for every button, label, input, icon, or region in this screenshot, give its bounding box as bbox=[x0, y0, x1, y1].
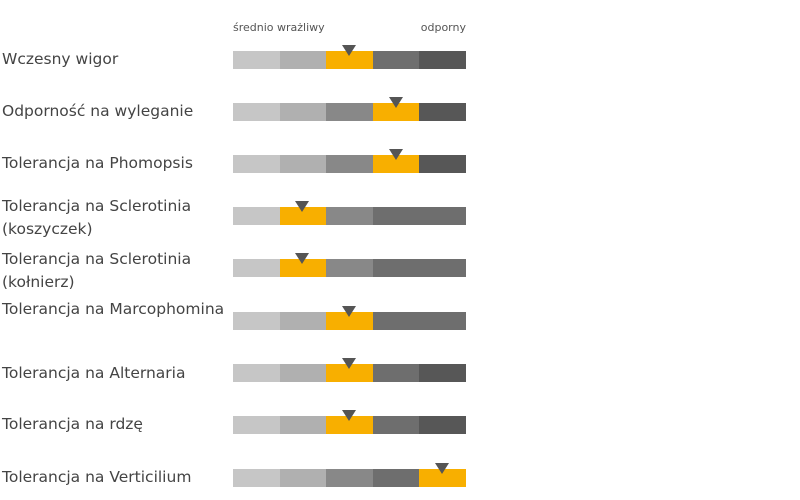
rating-segment bbox=[372, 312, 466, 330]
rating-segment bbox=[233, 469, 280, 487]
rating-marker-icon bbox=[388, 97, 403, 108]
rating-segment bbox=[326, 155, 373, 173]
rating-segment bbox=[419, 364, 466, 382]
rating-marker-icon bbox=[341, 45, 356, 56]
rating-bar bbox=[233, 463, 466, 487]
rating-segment bbox=[419, 416, 466, 434]
rating-marker-icon bbox=[341, 410, 356, 421]
row-label: Tolerancja na rdzę bbox=[2, 415, 143, 433]
rating-segment bbox=[372, 469, 420, 487]
rating-bar bbox=[233, 358, 466, 382]
scale-label-right: odporny bbox=[420, 21, 466, 34]
rating-marker-icon bbox=[435, 463, 450, 474]
rating-marker-icon bbox=[341, 358, 356, 369]
rating-marker-icon bbox=[388, 149, 403, 160]
row-label: Tolerancja na Marcophomina bbox=[2, 300, 225, 318]
rating-segment bbox=[233, 259, 280, 277]
scale-label-left: średnio wrażliwy bbox=[233, 21, 325, 34]
rating-bar bbox=[233, 149, 466, 173]
rating-segment bbox=[372, 364, 420, 382]
rating-segment bbox=[326, 103, 373, 121]
rating-segment-highlight bbox=[372, 149, 420, 173]
rating-segment bbox=[372, 207, 466, 225]
rating-segment bbox=[279, 155, 327, 173]
rating-segment bbox=[326, 259, 373, 277]
rating-segment bbox=[372, 51, 420, 69]
row-label: Tolerancja na Phomopsis bbox=[2, 154, 193, 172]
rating-segment bbox=[233, 364, 280, 382]
rating-segment bbox=[372, 259, 466, 277]
rating-segment bbox=[233, 103, 280, 121]
rating-segment bbox=[279, 416, 327, 434]
rating-segment-highlight bbox=[372, 97, 420, 121]
rating-segment bbox=[279, 312, 327, 330]
rating-marker-icon bbox=[341, 306, 356, 317]
rating-segment-highlight bbox=[419, 463, 466, 487]
rating-marker-icon bbox=[295, 201, 310, 212]
rating-segment bbox=[279, 103, 327, 121]
rating-segment-highlight bbox=[326, 410, 373, 434]
rating-segment bbox=[233, 51, 280, 69]
rating-bar bbox=[233, 45, 466, 69]
rating-segment bbox=[233, 207, 280, 225]
row-label: Tolerancja na Sclerotinia (kołnierz) bbox=[2, 250, 192, 291]
rating-segment bbox=[233, 312, 280, 330]
row-label: Tolerancja na Sclerotinia (koszyczek) bbox=[2, 197, 192, 238]
rating-segment bbox=[279, 469, 327, 487]
rating-segment bbox=[279, 51, 327, 69]
row-label: Tolerancja na Alternaria bbox=[2, 364, 186, 382]
rating-bar bbox=[233, 201, 466, 225]
rating-marker-icon bbox=[295, 253, 310, 264]
rating-bar bbox=[233, 253, 466, 277]
rating-segment-highlight bbox=[326, 306, 373, 330]
rating-bar bbox=[233, 410, 466, 434]
row-label: Tolerancja na Verticilium bbox=[2, 468, 192, 486]
rating-segment-highlight bbox=[279, 201, 327, 225]
rating-segment bbox=[326, 469, 373, 487]
rating-segment-highlight bbox=[326, 45, 373, 69]
rating-segment bbox=[279, 364, 327, 382]
row-label: Odporność na wyleganie bbox=[2, 102, 194, 120]
rating-segment-highlight bbox=[279, 253, 327, 277]
rating-segment bbox=[372, 416, 420, 434]
rating-segment bbox=[326, 207, 373, 225]
rating-bar bbox=[233, 97, 466, 121]
rating-segment bbox=[419, 51, 466, 69]
rating-segment bbox=[233, 155, 280, 173]
rating-segment bbox=[233, 416, 280, 434]
rating-segment bbox=[419, 155, 466, 173]
rating-bar bbox=[233, 306, 466, 330]
rating-segment-highlight bbox=[326, 358, 373, 382]
rating-segment bbox=[419, 103, 466, 121]
row-label: Wczesny wigor bbox=[2, 50, 119, 68]
